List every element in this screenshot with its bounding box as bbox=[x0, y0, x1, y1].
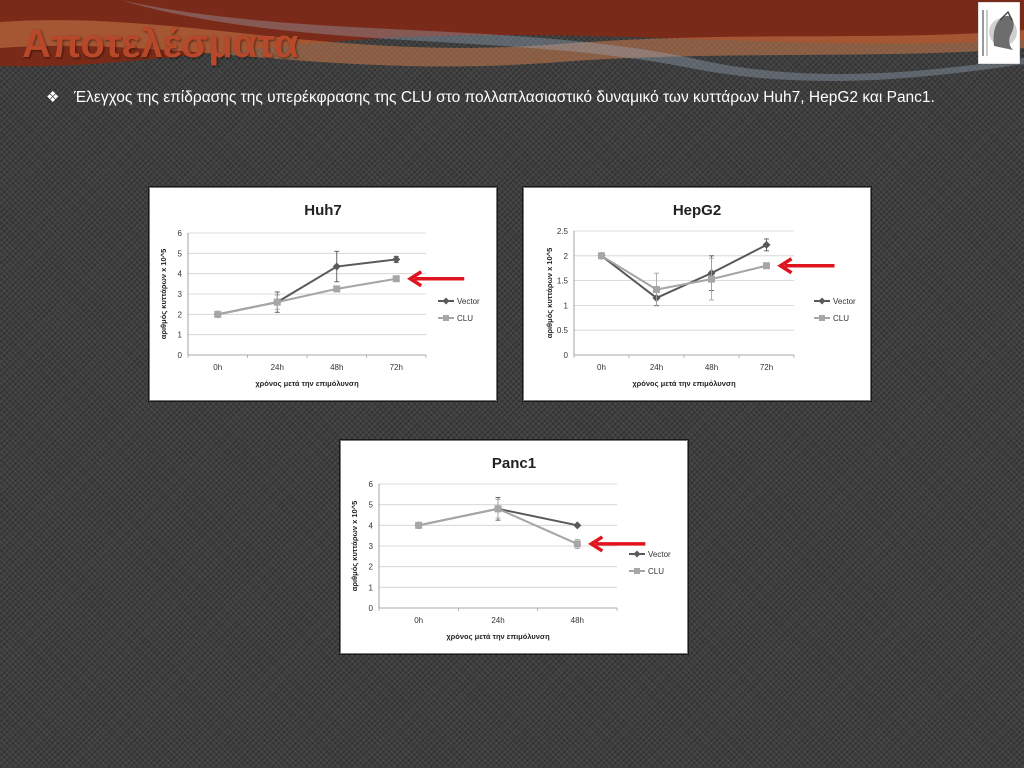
y-tick-label: 6 bbox=[369, 480, 374, 489]
x-tick-label: 24h bbox=[271, 363, 284, 372]
chart-hepg2: HepG2 0 0.5 1 1.5 2 2.5 0h 24h 48h 72h χρόνος μετά … bbox=[523, 187, 871, 401]
data-point-clu bbox=[392, 275, 400, 283]
data-point-vector bbox=[392, 255, 401, 264]
y-axis-label: αριθμός κυττάρων x 10^5 bbox=[159, 249, 168, 340]
legend-label: Vector bbox=[833, 297, 856, 306]
x-tick-label: 0h bbox=[414, 616, 423, 625]
y-tick-label: 4 bbox=[369, 521, 374, 530]
header-banner bbox=[0, 0, 1024, 81]
data-point-clu bbox=[214, 310, 222, 318]
y-tick-label: 1.5 bbox=[557, 277, 569, 286]
x-tick-label: 24h bbox=[491, 616, 504, 625]
legend-label: Vector bbox=[648, 550, 671, 559]
data-point-vector bbox=[762, 240, 771, 249]
x-axis-label: χρόνος μετά την επιμόλυνση bbox=[446, 632, 550, 641]
chart-panc1: Panc1 0 1 2 3 4 5 6 0h 24h 48h χρόνος μετά την επιμ… bbox=[340, 440, 688, 654]
y-tick-label: 2.5 bbox=[557, 227, 569, 236]
chart-svg: HepG2 0 0.5 1 1.5 2 2.5 0h 24h 48h 72h χρόνος μετά … bbox=[545, 202, 856, 388]
legend-marker bbox=[634, 568, 640, 574]
legend-marker bbox=[442, 297, 450, 305]
data-point-clu bbox=[415, 521, 423, 529]
data-point-clu bbox=[273, 298, 281, 306]
y-tick-label: 0 bbox=[369, 604, 374, 613]
y-tick-label: 5 bbox=[178, 249, 183, 258]
chart-title: Huh7 bbox=[304, 202, 342, 219]
arrow-head bbox=[406, 270, 423, 288]
y-tick-label: 6 bbox=[178, 229, 183, 238]
y-tick-label: 1 bbox=[178, 331, 183, 340]
data-point-clu bbox=[653, 286, 660, 294]
y-tick-label: 2 bbox=[178, 310, 183, 319]
x-tick-label: 48h bbox=[705, 363, 718, 372]
banner-wave-blue bbox=[120, 0, 1024, 81]
chart-title: HepG2 bbox=[673, 202, 721, 219]
y-tick-label: 3 bbox=[369, 542, 374, 551]
legend-label: CLU bbox=[833, 314, 849, 323]
series-line-vector bbox=[217, 258, 397, 316]
series-line-clu bbox=[217, 277, 397, 316]
y-axis-label: αριθμός κυττάρων x 10^5 bbox=[545, 248, 554, 339]
y-tick-label: 0 bbox=[178, 351, 183, 360]
highlight-arrow bbox=[588, 535, 646, 553]
x-tick-label: 48h bbox=[330, 363, 343, 372]
highlight-arrow bbox=[777, 257, 835, 275]
series-line-vector bbox=[600, 243, 767, 300]
legend-marker bbox=[818, 297, 826, 305]
x-tick-label: 72h bbox=[760, 363, 773, 372]
x-tick-label: 0h bbox=[213, 363, 222, 372]
x-tick-label: 48h bbox=[571, 616, 584, 625]
y-axis-label: αριθμός κυττάρων x 10^5 bbox=[350, 501, 359, 592]
chart-svg: Panc1 0 1 2 3 4 5 6 0h 24h 48h χρόνος μετά την επιμ… bbox=[350, 455, 671, 641]
legend-label: CLU bbox=[648, 567, 664, 576]
x-tick-label: 0h bbox=[597, 363, 606, 372]
series-line-clu bbox=[600, 254, 767, 291]
data-point-clu bbox=[333, 285, 341, 293]
bullet-text: Έλεγχος της επίδρασης της υπερέκφρασης τ… bbox=[74, 89, 935, 106]
bullet-item: ❖ Έλεγχος της επίδρασης της υπερέκφρασης… bbox=[46, 86, 968, 109]
y-tick-label: 1 bbox=[564, 301, 569, 310]
y-tick-label: 3 bbox=[178, 290, 183, 299]
y-tick-label: 5 bbox=[369, 501, 374, 510]
y-tick-label: 2 bbox=[564, 252, 569, 261]
y-tick-label: 4 bbox=[178, 270, 183, 279]
legend-label: Vector bbox=[457, 297, 480, 306]
highlight-arrow bbox=[406, 270, 465, 288]
data-point-clu bbox=[708, 275, 715, 283]
data-point-clu bbox=[573, 540, 581, 548]
y-tick-label: 0 bbox=[564, 351, 569, 360]
x-axis-label: χρόνος μετά την επιμόλυνση bbox=[632, 379, 736, 388]
legend-marker bbox=[633, 550, 641, 558]
diamond-bullet-icon: ❖ bbox=[46, 89, 60, 106]
data-point-clu bbox=[598, 252, 605, 260]
chart-svg: Huh7 0 1 2 3 4 5 6 0h 24h 48h 72h χρόνος μετά την επ… bbox=[159, 202, 480, 388]
data-point-vector bbox=[573, 521, 582, 530]
data-point-vector bbox=[332, 262, 341, 271]
legend-label: CLU bbox=[457, 314, 473, 323]
slide-title: Αποτελέσματα bbox=[22, 22, 299, 66]
university-logo bbox=[978, 2, 1020, 64]
x-tick-label: 72h bbox=[390, 363, 403, 372]
arrow-head bbox=[588, 535, 604, 553]
data-point-clu bbox=[494, 505, 502, 513]
legend-marker bbox=[819, 315, 825, 321]
y-tick-label: 0.5 bbox=[557, 326, 569, 335]
data-point-clu bbox=[763, 262, 770, 270]
arrow-head bbox=[777, 257, 793, 275]
banner-wave-dark bbox=[0, 0, 1024, 67]
banner-wave-light bbox=[0, 20, 1024, 67]
y-tick-label: 2 bbox=[369, 563, 374, 572]
x-tick-label: 24h bbox=[650, 363, 663, 372]
y-tick-label: 1 bbox=[369, 583, 374, 592]
x-axis-label: χρόνος μετά την επιμόλυνση bbox=[255, 379, 359, 388]
legend-marker bbox=[443, 315, 449, 321]
chart-title: Panc1 bbox=[492, 455, 536, 472]
chart-huh7: Huh7 0 1 2 3 4 5 6 0h 24h 48h 72h χρόνος μετά την επ… bbox=[149, 187, 497, 401]
